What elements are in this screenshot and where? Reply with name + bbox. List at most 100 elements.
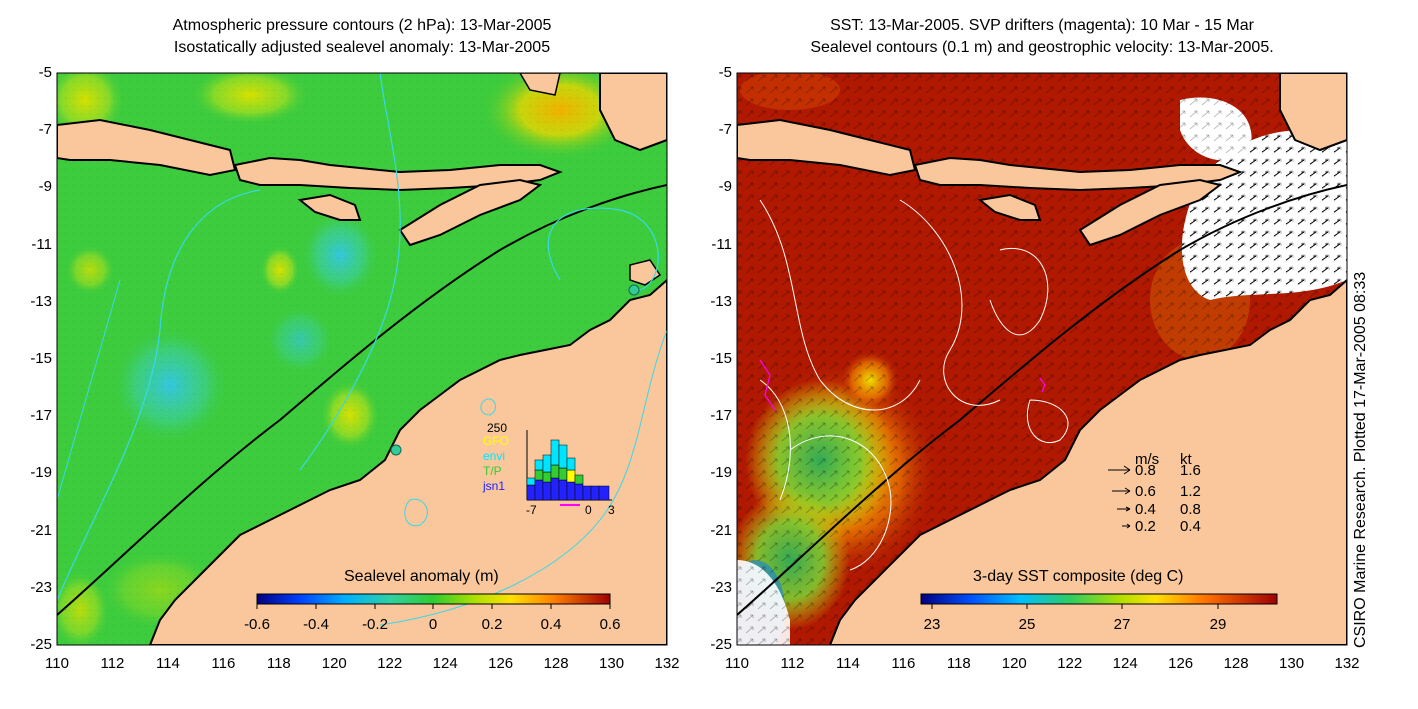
x-tick-label: 124 bbox=[432, 655, 458, 672]
x-tick-label: 132 bbox=[1334, 655, 1360, 672]
velocity-legend-arrows bbox=[1108, 465, 1131, 529]
right-timor-land bbox=[1078, 178, 1223, 247]
x-tick-label: 128 bbox=[543, 655, 569, 672]
left-shelf-contour bbox=[57, 184, 667, 616]
left-colorbar bbox=[256, 593, 611, 605]
y-tick-label: -19 bbox=[30, 464, 52, 482]
y-tick-label: -25 bbox=[30, 636, 52, 653]
right-shelf-contour bbox=[737, 184, 1347, 616]
x-tick-label: 112 bbox=[780, 655, 805, 672]
right-lesser-sunda-land bbox=[913, 156, 1243, 192]
x-tick-label: 116 bbox=[891, 655, 916, 672]
y-tick-label: -23 bbox=[30, 578, 52, 596]
right-colorbar-ticks bbox=[931, 604, 1219, 609]
x-tick-label: 124 bbox=[1112, 655, 1138, 672]
y-tick-label: -7 bbox=[718, 121, 732, 139]
right-drifter-track-1 bbox=[759, 359, 776, 411]
velocity-legend-kt: 0.8 bbox=[1180, 501, 1201, 518]
left-timor-land bbox=[398, 178, 543, 247]
right-colorbar-tick: 27 bbox=[1113, 616, 1131, 633]
right-sealevel-contour-1 bbox=[759, 199, 921, 411]
left-pressure-contour-4 bbox=[379, 329, 667, 626]
x-tick-label: 126 bbox=[488, 655, 514, 672]
histogram-legend-tp: T/P bbox=[483, 464, 502, 478]
right-colorbar-label: 3-day SST composite (deg C) bbox=[973, 568, 1184, 585]
y-tick-label: -13 bbox=[710, 292, 732, 310]
left-map bbox=[57, 73, 667, 645]
y-tick-label: -17 bbox=[710, 407, 732, 425]
left-colorbar-tick: 0.2 bbox=[481, 616, 503, 633]
x-tick-label: 112 bbox=[100, 655, 125, 672]
left-java-land bbox=[57, 118, 237, 177]
histogram-legend-jsn1: jsn1 bbox=[483, 479, 506, 493]
x-tick-label: 110 bbox=[45, 655, 69, 672]
x-tick-label: 116 bbox=[211, 655, 236, 672]
velocity-legend-ms: 0.2 bbox=[1135, 518, 1156, 535]
histogram-xtick: 3 bbox=[608, 503, 615, 517]
left-colorbar-label: Sealevel anomaly (m) bbox=[344, 568, 499, 585]
y-tick-label: -7 bbox=[38, 121, 52, 139]
y-tick-label: -9 bbox=[718, 178, 732, 196]
right-java-land bbox=[737, 118, 917, 177]
right-map bbox=[737, 73, 1347, 645]
left-map-frame bbox=[56, 72, 668, 646]
right-colorbar-tick: 29 bbox=[1209, 616, 1227, 633]
velocity-legend-kt: 1.6 bbox=[1180, 462, 1201, 479]
left-sumba-land bbox=[297, 193, 362, 221]
x-tick-label: 128 bbox=[1223, 655, 1249, 672]
right-drifter-track-2 bbox=[1039, 377, 1046, 393]
y-tick-label: -11 bbox=[711, 235, 732, 253]
left-lesser-sunda-land bbox=[233, 156, 563, 192]
left-australia-land bbox=[148, 278, 667, 645]
velocity-legend-header-kt: kt bbox=[1180, 451, 1192, 468]
left-colorbar-tick: -0.4 bbox=[303, 616, 329, 633]
y-tick-label: -15 bbox=[710, 350, 732, 367]
left-island-ne bbox=[599, 73, 667, 152]
histogram-legend-gfo: GFO bbox=[483, 434, 509, 448]
left-colorbar-tick: 0.4 bbox=[540, 616, 562, 633]
left-tide-gauge-1 bbox=[390, 444, 402, 456]
histogram-xtick: -7 bbox=[526, 503, 537, 517]
velocity-legend-ms: 0.4 bbox=[1135, 501, 1156, 518]
y-tick-label: -5 bbox=[718, 64, 732, 81]
x-tick-label: 130 bbox=[1279, 655, 1305, 672]
right-australia-land bbox=[828, 278, 1347, 645]
plot-credit-footer: CSIRO Marine Research. Plotted 17-Mar-20… bbox=[1352, 271, 1369, 648]
right-colorbar bbox=[920, 593, 1278, 605]
left-pressure-contour-1 bbox=[57, 189, 261, 601]
x-tick-label: 130 bbox=[599, 655, 625, 672]
x-tick-label: 118 bbox=[266, 655, 291, 672]
left-pressure-contour-2 bbox=[299, 73, 401, 471]
histogram-xtick: 0 bbox=[585, 503, 592, 517]
x-tick-label: 120 bbox=[321, 655, 347, 672]
left-title-line2: Isostatically adjusted sealevel anomaly:… bbox=[173, 39, 551, 56]
right-colorbar-tick: 23 bbox=[923, 616, 941, 633]
x-tick-label: 114 bbox=[835, 655, 860, 672]
y-tick-label: -5 bbox=[38, 64, 52, 81]
right-title-line2: Sealevel contours (0.1 m) and geostrophi… bbox=[810, 39, 1274, 56]
left-title-line1: Atmospheric pressure contours (2 hPa): 1… bbox=[172, 17, 552, 34]
x-tick-label: 126 bbox=[1168, 655, 1194, 672]
left-colorbar-tick: 0.6 bbox=[599, 616, 621, 633]
left-pressure-contour-3 bbox=[547, 207, 659, 291]
x-tick-label: 122 bbox=[1057, 655, 1083, 672]
velocity-legend-kt: 1.2 bbox=[1180, 483, 1201, 500]
y-tick-label: -21 bbox=[710, 521, 732, 539]
y-tick-label: -9 bbox=[38, 178, 52, 196]
left-colorbar-tick: -0.2 bbox=[362, 616, 388, 633]
histogram-legend-envi: envi bbox=[483, 449, 506, 463]
y-tick-label: -13 bbox=[30, 292, 52, 310]
left-colorbar-tick: -0.6 bbox=[244, 616, 270, 633]
velocity-legend-ms: 0.8 bbox=[1135, 462, 1156, 479]
y-tick-label: -21 bbox=[30, 521, 52, 539]
y-tick-label: -15 bbox=[30, 350, 52, 367]
y-tick-label: -23 bbox=[710, 578, 732, 596]
y-tick-label: -11 bbox=[31, 235, 52, 253]
y-tick-label: -17 bbox=[30, 407, 52, 425]
left-colorbar-ticks bbox=[256, 604, 611, 609]
right-title-line1: SST: 13-Mar-2005. SVP drifters (magenta)… bbox=[830, 17, 1254, 34]
velocity-legend-kt: 0.4 bbox=[1180, 518, 1201, 535]
y-tick-label: -19 bbox=[710, 464, 732, 482]
left-tide-gauge-2 bbox=[628, 284, 640, 296]
